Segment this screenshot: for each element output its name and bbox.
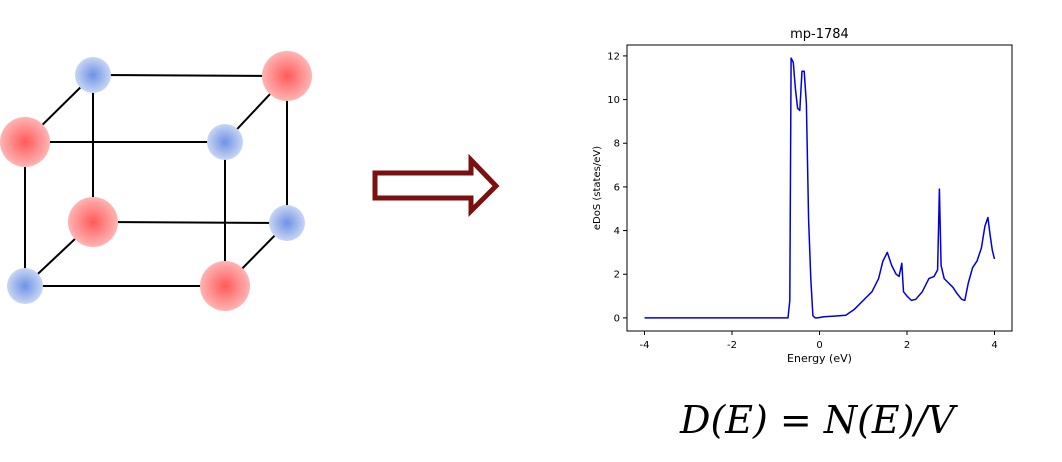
- y-axis-label: eDoS (states/eV): [592, 146, 603, 230]
- red-atom: [200, 261, 250, 311]
- blue-atom: [75, 57, 111, 93]
- y-tick-label: 10: [607, 95, 620, 106]
- y-tick-label: 4: [614, 226, 620, 237]
- y-tick-label: 8: [614, 139, 620, 150]
- x-axis-label: Energy (eV): [787, 352, 852, 365]
- blue-atom: [207, 124, 243, 160]
- y-tick-label: 2: [614, 270, 620, 281]
- arrow-shape: [372, 153, 500, 218]
- red-atom: [68, 197, 118, 247]
- dos-formula: D(E) = N(E)/V: [680, 398, 955, 442]
- x-tick-label: 2: [904, 340, 910, 351]
- red-atom: [262, 51, 312, 101]
- edos-chart: mp-1784 -4 -2 0 2 4 0 2 4 6 8 10 12 Energy (eV) eDo…: [592, 27, 1013, 365]
- crystal-lattice-diagram: [0, 51, 312, 311]
- edos-series-line: [644, 57, 996, 319]
- x-tick-label: 4: [991, 340, 997, 351]
- lattice-edge: [92, 74, 288, 77]
- plot-frame: [626, 44, 1013, 332]
- chart-title: mp-1784: [790, 27, 849, 42]
- red-atom: [0, 117, 50, 167]
- lattice-edges: [24, 74, 288, 287]
- chart-ticks: -4 -2 0 2 4 0 2 4 6 8 10 12: [607, 51, 997, 351]
- y-tick-label: 12: [607, 51, 620, 62]
- blue-atom: [7, 268, 43, 304]
- x-tick-label: 0: [816, 340, 822, 351]
- blue-atom: [269, 205, 305, 241]
- right-arrow-icon: [372, 153, 500, 218]
- y-tick-label: 0: [614, 313, 620, 324]
- y-tick-label: 6: [614, 182, 620, 193]
- x-tick-label: -4: [640, 340, 650, 351]
- lattice-edge: [92, 221, 288, 224]
- x-tick-label: -2: [727, 340, 737, 351]
